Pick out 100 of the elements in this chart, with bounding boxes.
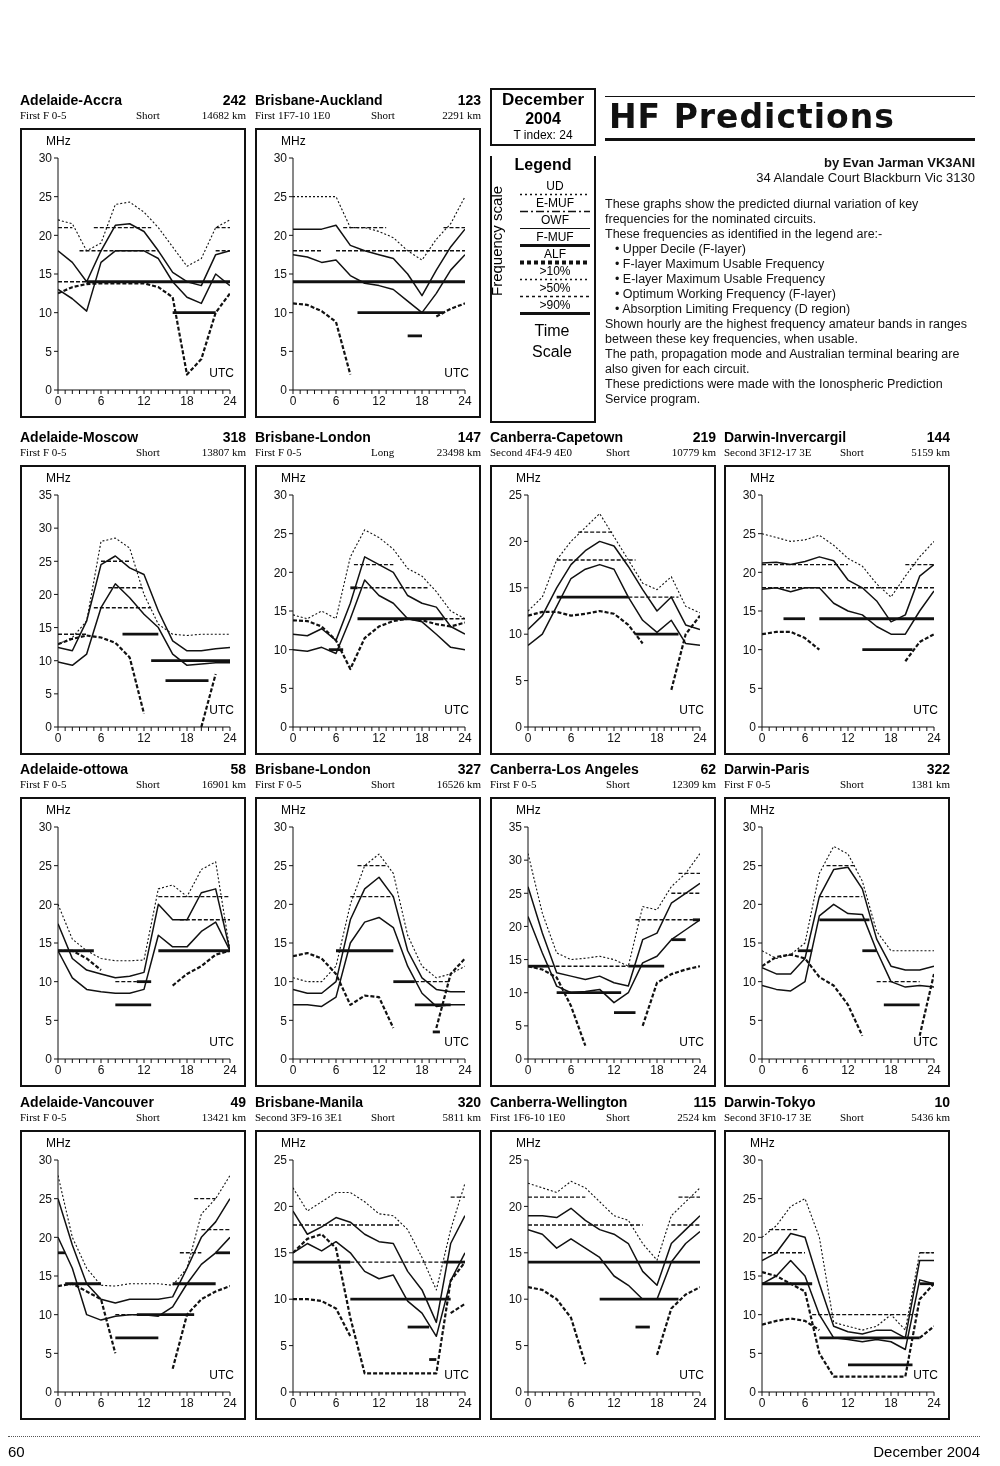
y-tick-label: 20 xyxy=(508,1199,523,1214)
text: Short xyxy=(136,1111,161,1125)
x-axis-title: UTC xyxy=(679,1035,704,1049)
y-tick-label: 25 xyxy=(742,526,757,541)
text: Frequency scale xyxy=(487,185,505,296)
chart-title: Adelaide-Vancouver xyxy=(20,1094,154,1111)
y-tick-label: 30 xyxy=(742,488,757,503)
x-tick-label: 6 xyxy=(332,730,340,745)
y-tick-label: 5 xyxy=(749,1013,757,1028)
y-tick-label: 0 xyxy=(749,1052,757,1067)
text: >50% xyxy=(538,281,572,295)
y-tick-label: 25 xyxy=(273,189,288,204)
y-tick-label: 15 xyxy=(38,936,53,951)
y-tick-label: 10 xyxy=(273,642,288,657)
y-axis-title: MHz xyxy=(750,471,775,485)
x-tick-label: 18 xyxy=(180,393,194,408)
text: OWF xyxy=(540,213,570,227)
y-tick-label: 0 xyxy=(749,720,757,735)
x-tick-label: 12 xyxy=(137,393,151,408)
y-tick-label: 0 xyxy=(749,1385,757,1400)
text: 60 xyxy=(8,1443,25,1460)
y-tick-label: 30 xyxy=(742,820,757,835)
x-tick-label: 18 xyxy=(650,1395,664,1410)
text: Short xyxy=(840,446,865,460)
chart-subtitle: First F 0-5 xyxy=(255,446,303,460)
text: 1381 km xyxy=(910,778,950,792)
x-tick-label: 12 xyxy=(607,730,621,745)
y-tick-label: 5 xyxy=(280,1338,288,1353)
y-tick-label: 10 xyxy=(38,1307,53,1322)
y-tick-label: 20 xyxy=(38,1230,53,1245)
x-tick-label: 18 xyxy=(180,1395,194,1410)
y-tick-label: 30 xyxy=(742,1153,757,1168)
text: 10779 km xyxy=(670,446,716,460)
y-tick-label: 10 xyxy=(508,1292,523,1307)
text: Short xyxy=(606,778,631,792)
text: 2004 xyxy=(524,110,562,128)
y-tick-label: 5 xyxy=(749,1346,757,1361)
text: 34 Alandale Court Blackburn Vic 3130 xyxy=(755,170,975,185)
chart-title: Adelaide-Accra xyxy=(20,92,122,109)
x-tick-label: 6 xyxy=(801,1395,809,1410)
text: F-MUF xyxy=(535,230,575,244)
y-tick-label: 10 xyxy=(742,642,757,657)
text: 327 xyxy=(457,761,481,778)
y-tick-label: 25 xyxy=(742,1191,757,1206)
y-tick-label: 25 xyxy=(508,1153,523,1168)
chart-title: Canberra-Los Angeles xyxy=(490,761,639,778)
x-tick-label: 12 xyxy=(137,730,151,745)
chart-subtitle: Second 3F12-17 3E xyxy=(724,446,813,460)
x-tick-label: 6 xyxy=(332,1395,340,1410)
x-tick-label: 6 xyxy=(801,1062,809,1077)
y-tick-label: 20 xyxy=(273,897,288,912)
x-tick-label: 18 xyxy=(650,1062,664,1077)
x-tick-label: 6 xyxy=(332,1062,340,1077)
y-tick-label: 20 xyxy=(273,228,288,243)
x-tick-label: 12 xyxy=(607,1395,621,1410)
text: Short xyxy=(136,446,161,460)
chart-subtitle: Second 4F4-9 4E0 xyxy=(490,446,573,460)
y-tick-label: 0 xyxy=(515,1052,523,1067)
text: Legend xyxy=(513,156,573,174)
x-tick-label: 18 xyxy=(650,730,664,745)
chart-subtitle: Second 3F9-16 3E1 xyxy=(255,1111,344,1125)
x-axis-title: UTC xyxy=(444,1368,469,1382)
x-axis-title: UTC xyxy=(209,366,234,380)
text: 5159 km xyxy=(910,446,950,460)
x-tick-label: 12 xyxy=(841,1062,855,1077)
text: 58 xyxy=(230,761,246,778)
y-tick-label: 5 xyxy=(45,1346,53,1361)
y-tick-label: 15 xyxy=(273,267,288,282)
x-tick-label: 18 xyxy=(415,393,429,408)
text: Short xyxy=(371,109,396,123)
text: • F-layer Maximum Usable Frequency xyxy=(614,257,826,272)
chart-title: Adelaide-ottowa xyxy=(20,761,129,778)
y-tick-label: 10 xyxy=(742,974,757,989)
y-tick-label: 30 xyxy=(508,853,523,868)
y-tick-label: 10 xyxy=(273,1292,288,1307)
chart-title: Brisbane-London xyxy=(255,761,371,778)
y-tick-label: 5 xyxy=(515,1338,523,1353)
y-axis-title: MHz xyxy=(516,803,541,817)
y-axis-title: MHz xyxy=(516,471,541,485)
y-tick-label: 20 xyxy=(38,228,53,243)
y-tick-label: 5 xyxy=(515,673,523,688)
text: UD xyxy=(545,179,565,193)
x-tick-label: 6 xyxy=(332,393,340,408)
text: E-MUF xyxy=(535,196,575,210)
y-tick-label: 35 xyxy=(508,820,523,835)
text: • E-layer Maximum Usable Frequency xyxy=(614,272,826,287)
chart-title: Brisbane-Manila xyxy=(255,1094,364,1111)
y-tick-label: 5 xyxy=(280,1013,288,1028)
y-tick-label: 30 xyxy=(273,488,288,503)
y-axis-title: MHz xyxy=(46,803,71,817)
y-tick-label: 25 xyxy=(508,488,523,503)
y-tick-label: 20 xyxy=(508,534,523,549)
text: 2524 km xyxy=(676,1111,716,1125)
x-tick-label: 24 xyxy=(693,1395,707,1410)
y-tick-label: 25 xyxy=(508,886,523,901)
text: December xyxy=(500,90,586,110)
text: 5811 km xyxy=(441,1111,481,1125)
text: T index: 24 xyxy=(512,128,574,142)
y-tick-label: 15 xyxy=(508,581,523,596)
y-tick-label: 20 xyxy=(38,897,53,912)
